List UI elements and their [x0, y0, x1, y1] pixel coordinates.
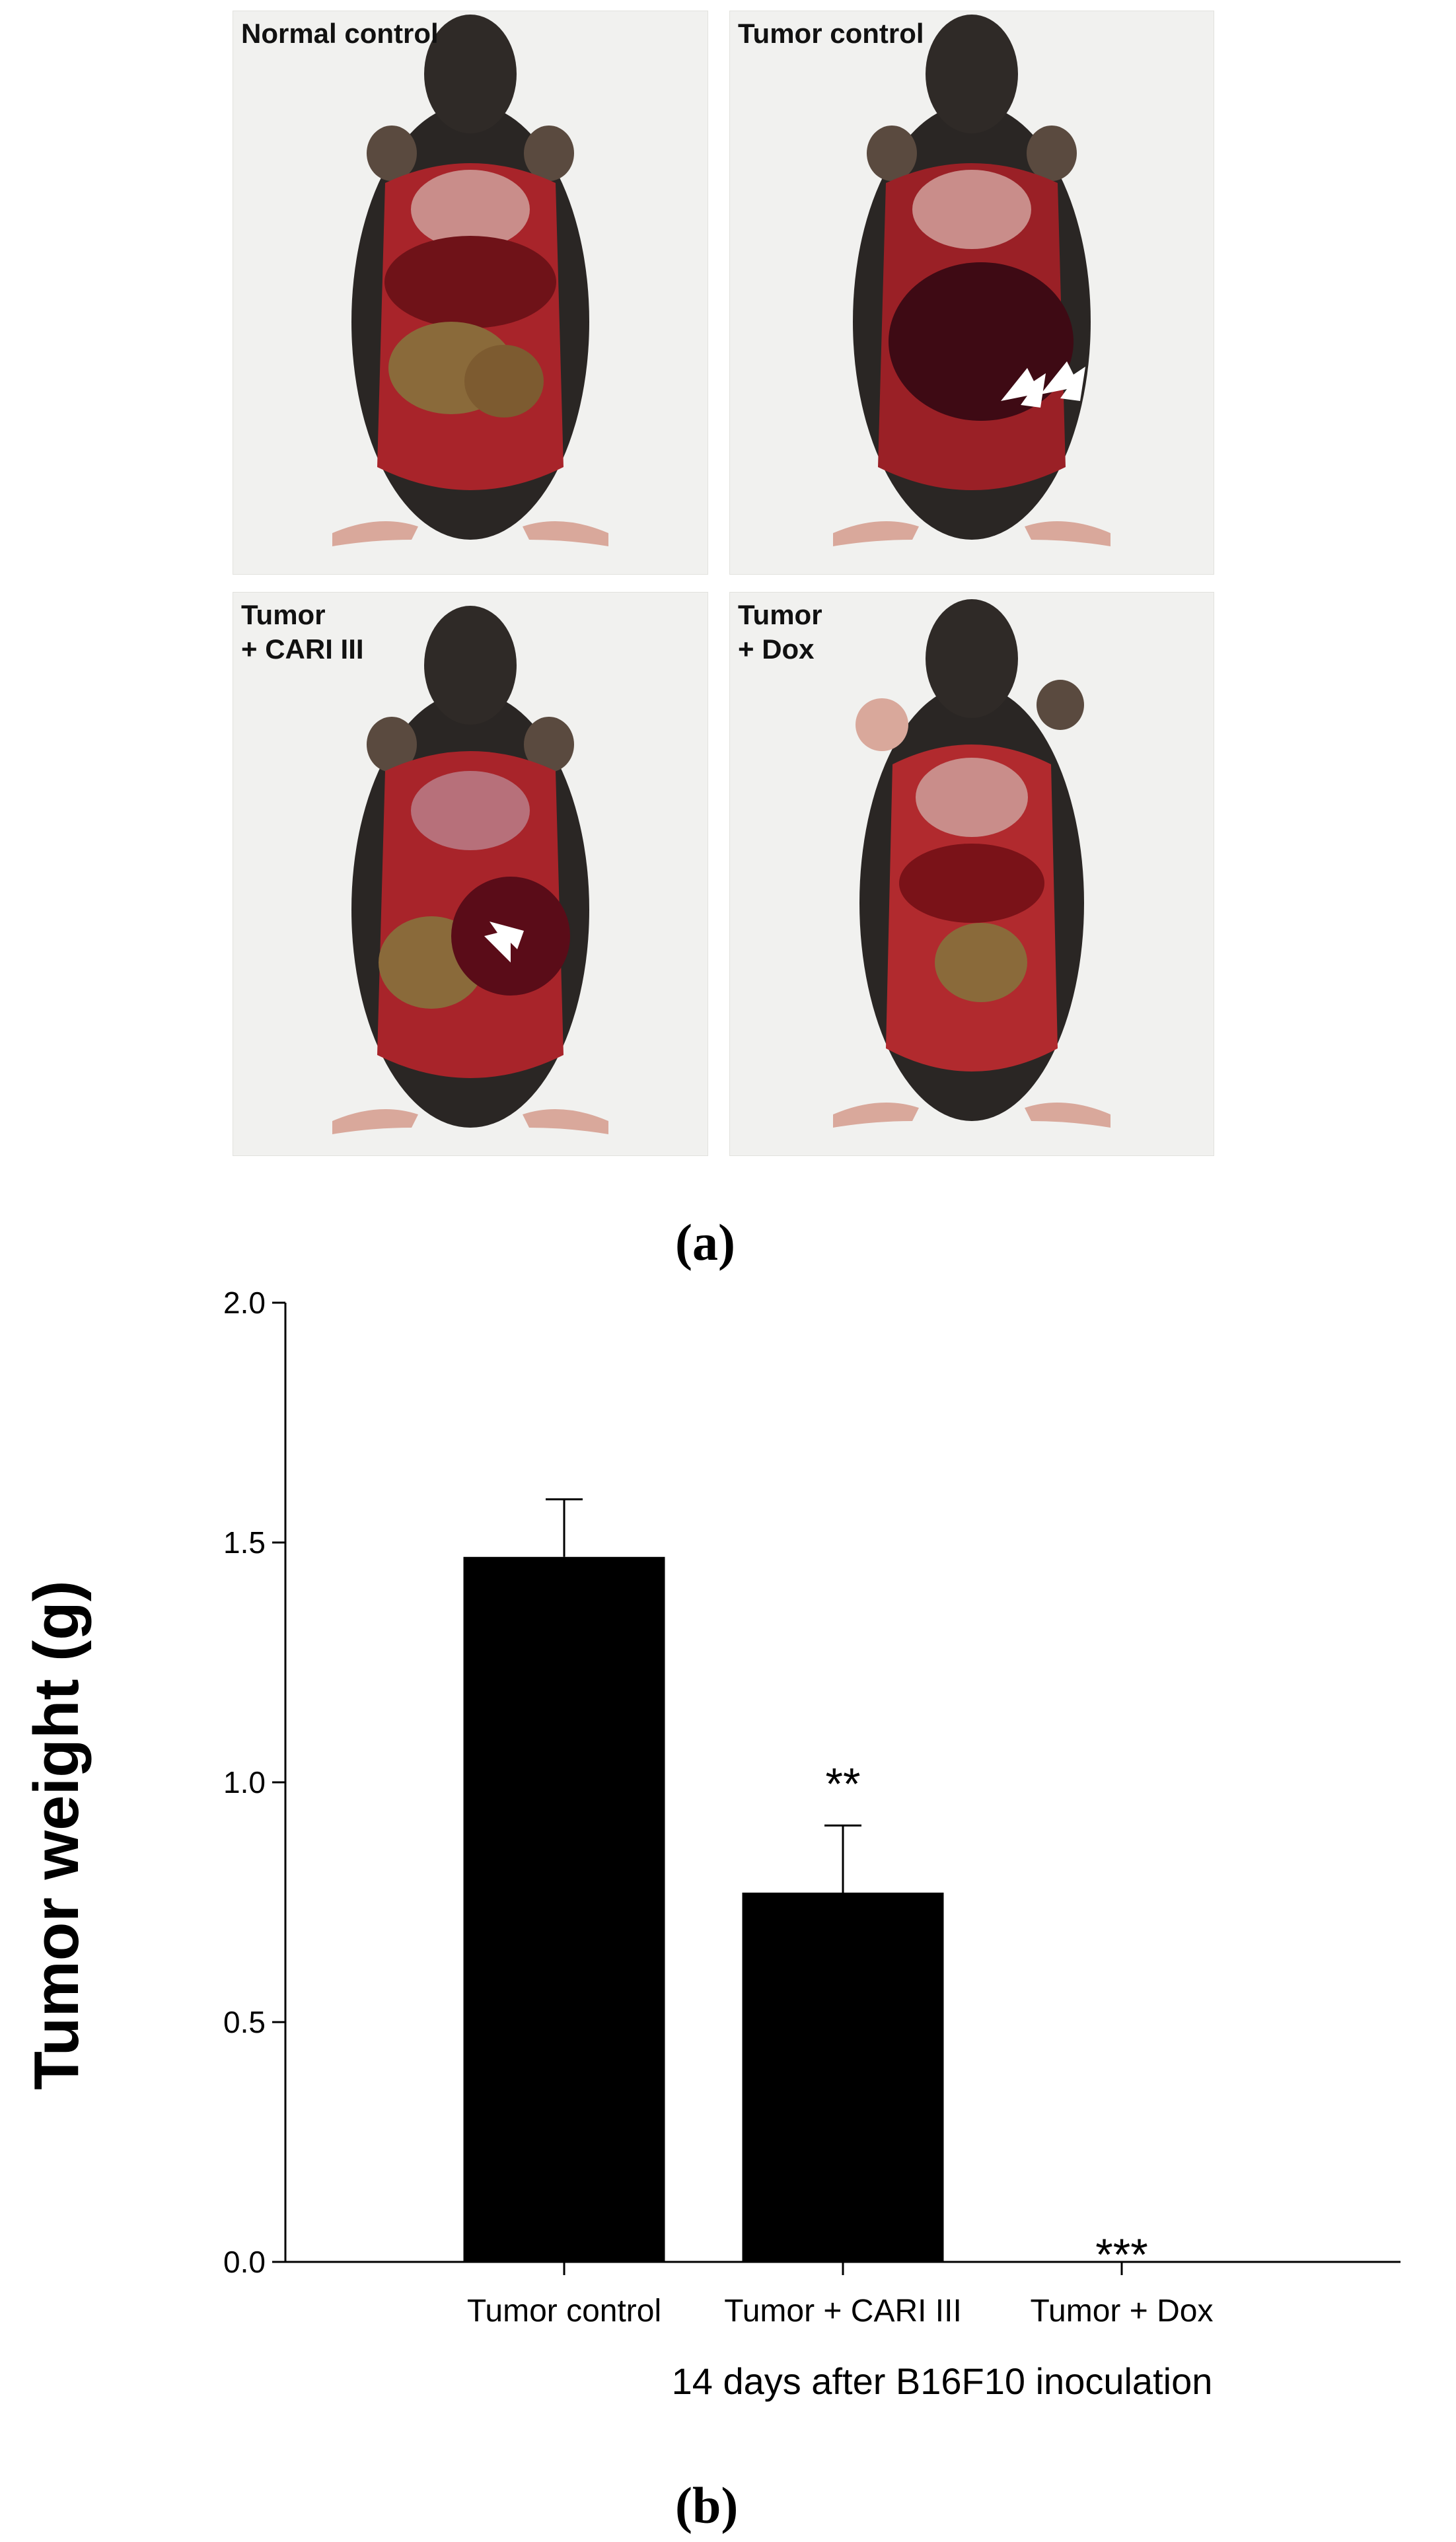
- mouse-dissection-image: [833, 15, 1110, 546]
- panel-label-tumor-dox: Tumor + Dox: [738, 599, 822, 665]
- labels: 0.0 0.5 1.0 1.5 2.0 Tumor control ** Tumor + CA…: [21, 1286, 1213, 2402]
- y-tick-label: 1.0: [223, 1765, 266, 1799]
- photo-tumor-cari: Tumor + CARI III: [233, 592, 708, 1156]
- panel-label-tumor-cari: Tumor + CARI III: [241, 599, 364, 665]
- photo-tumor-dox: Tumor + Dox: [729, 592, 1214, 1156]
- x-category-label: Tumor + CARI III: [724, 2294, 962, 2329]
- significance-annotation: ***: [1095, 2230, 1147, 2280]
- panel-label-normal-control: Normal control: [241, 18, 439, 49]
- bars: [463, 1498, 944, 2262]
- bar: [463, 1556, 665, 2262]
- photo-normal-control: Normal control: [233, 11, 708, 575]
- panel-label-tumor-control: Tumor control: [738, 18, 924, 49]
- figure-label-a: (a): [675, 1214, 735, 1271]
- bar: [742, 1892, 944, 2262]
- y-axis-label: Tumor weight (g): [21, 1580, 92, 2089]
- x-category-label: Tumor + Dox: [1031, 2294, 1214, 2329]
- mouse-dissection-image: [833, 599, 1110, 1128]
- y-tick-label: 0.0: [223, 2245, 266, 2279]
- figure-label-b: (b): [675, 2477, 739, 2534]
- mouse-dissection-image: [332, 606, 608, 1134]
- tumor-weight-bar-chart: 0.0 0.5 1.0 1.5 2.0 Tumor control ** Tumor + CA…: [21, 1286, 1401, 2402]
- y-tick-label: 0.5: [223, 2005, 266, 2039]
- y-tick-label: 1.5: [223, 1525, 266, 1560]
- y-tick-label: 2.0: [223, 1286, 266, 1320]
- x-category-label: Tumor control: [467, 2294, 661, 2329]
- mouse-dissection-image: [332, 15, 608, 546]
- photo-tumor-control: Tumor control: [729, 11, 1214, 575]
- significance-annotation: **: [826, 1759, 861, 1809]
- x-axis-label: 14 days after B16F10 inoculation: [672, 2360, 1213, 2402]
